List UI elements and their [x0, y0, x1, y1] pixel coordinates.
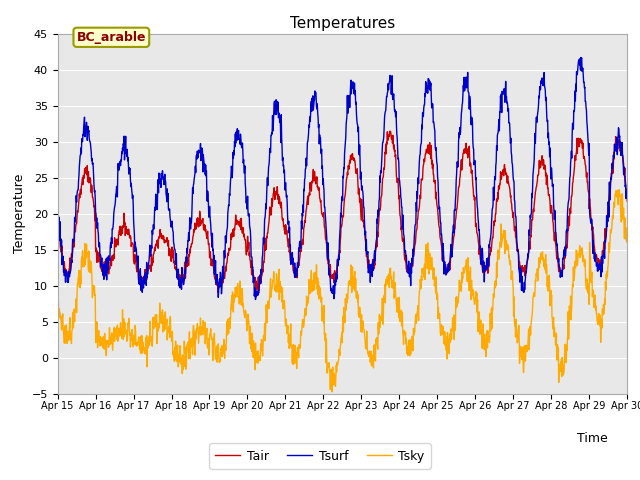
Tsky [431, 275, 439, 281]
Tair [432, 196, 440, 202]
Tsky [623, 238, 631, 244]
Title: Temperatures: Temperatures [290, 16, 395, 31]
Text: Time: Time [577, 432, 608, 445]
Tsky [244, 312, 252, 317]
Tsky [556, 364, 564, 370]
Tsurf [252, 297, 259, 302]
Line: Tsky: Tsky [58, 190, 627, 392]
Tair [180, 273, 188, 279]
Tsky [180, 338, 188, 344]
Tsurf [431, 144, 439, 150]
Line: Tair: Tair [58, 131, 627, 292]
Tair [386, 128, 394, 134]
Tair [214, 289, 221, 295]
Text: BC_arable: BC_arable [77, 31, 146, 44]
Line: Tsurf: Tsurf [58, 58, 627, 300]
Tsurf [180, 275, 188, 280]
Tsky [54, 281, 61, 287]
Tair [244, 246, 252, 252]
Tsky [506, 262, 513, 267]
Tsurf [54, 191, 61, 196]
Tsurf [166, 217, 174, 223]
Y-axis label: Temperature: Temperature [13, 174, 26, 253]
Tair [166, 250, 174, 256]
Tsky [616, 187, 623, 192]
Tair [54, 219, 61, 225]
Tsurf [556, 265, 564, 271]
Tsurf [506, 120, 513, 126]
Tsky [166, 313, 174, 319]
Tsky [328, 389, 336, 395]
Tsurf [244, 209, 252, 215]
Legend: Tair, Tsurf, Tsky: Tair, Tsurf, Tsky [209, 444, 431, 469]
Tair [623, 198, 631, 204]
Tsurf [623, 194, 631, 200]
Tair [506, 188, 514, 194]
Tsurf [577, 55, 585, 60]
Tair [556, 269, 564, 275]
